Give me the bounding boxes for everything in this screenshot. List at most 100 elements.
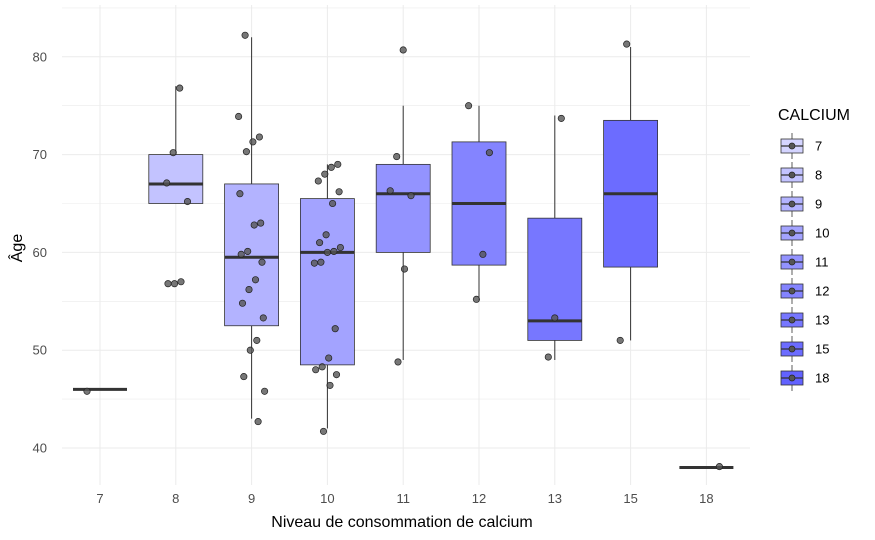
x-axis-title: Niveau de consommation de calcium: [271, 514, 532, 531]
legend-item-15: 15: [780, 336, 829, 362]
x-tick-label: 7: [96, 491, 103, 506]
box-12: [451, 105, 507, 302]
data-point: [322, 231, 330, 239]
legend-key-point: [788, 345, 796, 353]
data-point: [241, 31, 249, 39]
data-point: [237, 250, 245, 258]
box-rect: [148, 154, 204, 204]
data-point: [394, 358, 402, 366]
data-point: [314, 177, 322, 185]
legend-item-7: 7: [780, 133, 822, 159]
legend-items: 7 8 9 10 11 12 13 15 18: [780, 133, 829, 391]
data-point: [472, 295, 480, 303]
boxes: [73, 37, 734, 470]
data-point: [169, 149, 177, 157]
data-point: [335, 188, 343, 196]
data-point: [258, 258, 266, 266]
data-point: [259, 314, 267, 322]
data-point: [317, 258, 325, 266]
data-point: [321, 170, 329, 178]
data-point: [332, 371, 341, 379]
data-point: [326, 381, 334, 389]
box-9: [224, 37, 280, 419]
legend-label: 13: [815, 313, 829, 328]
data-point: [319, 427, 328, 435]
x-tick-label: 13: [548, 491, 562, 506]
data-point: [240, 373, 248, 381]
data-point: [400, 265, 409, 273]
data-point: [245, 286, 253, 294]
y-tick-label: 40: [33, 441, 47, 456]
legend-item-18: 18: [780, 365, 829, 391]
data-point: [249, 138, 257, 146]
x-tick-label: 10: [320, 491, 334, 506]
data-point: [250, 221, 258, 229]
data-point: [255, 133, 263, 141]
data-point: [616, 336, 624, 344]
data-point: [170, 280, 179, 288]
box-rect: [224, 183, 280, 327]
data-point: [176, 84, 184, 92]
y-tick-label: 70: [33, 147, 47, 162]
data-point: [544, 353, 552, 361]
data-point: [316, 239, 324, 247]
data-point: [329, 199, 337, 208]
legend-item-12: 12: [780, 278, 829, 304]
data-point: [479, 250, 487, 258]
data-point: [257, 219, 265, 227]
data-point: [183, 197, 192, 206]
legend-item-11: 11: [780, 249, 829, 275]
x-tick-label: 12: [472, 491, 486, 506]
legend-label: 11: [815, 255, 829, 270]
axes: 40 50 60 70 80 7 8 9 10 11 12 13 15 18: [33, 49, 714, 506]
legend-item-13: 13: [780, 307, 829, 333]
legend-key-point: [788, 142, 796, 150]
data-point: [164, 280, 172, 288]
data-point: [327, 163, 335, 171]
box-13: [527, 115, 583, 360]
data-point: [325, 354, 333, 362]
legend-label: 15: [815, 342, 829, 357]
data-point: [465, 102, 473, 110]
legend-key-point: [788, 287, 796, 295]
legend-title: CALCIUM: [778, 107, 850, 124]
x-tick-label: 18: [699, 491, 713, 506]
legend: CALCIUM 7 8 9 10 11 12 13 15 18: [778, 107, 850, 391]
data-point: [163, 179, 171, 187]
x-tick-label: 15: [623, 491, 637, 506]
legend-label: 12: [815, 284, 829, 299]
data-point: [312, 366, 320, 374]
data-point: [551, 314, 559, 322]
data-point: [318, 363, 326, 371]
legend-key-point: [788, 229, 796, 237]
data-point: [310, 259, 318, 267]
x-tick-label: 8: [172, 491, 179, 506]
y-axis-title: Âge: [7, 234, 26, 263]
data-point: [254, 418, 262, 426]
y-tick-label: 80: [33, 49, 47, 64]
legend-label: 9: [815, 197, 822, 212]
data-point: [177, 278, 185, 286]
x-tick-label: 9: [248, 491, 255, 506]
data-point: [715, 463, 723, 471]
data-point: [238, 299, 247, 307]
legend-key-point: [788, 374, 796, 382]
data-point: [623, 40, 631, 48]
data-point: [557, 114, 565, 122]
data-point: [330, 247, 338, 255]
data-point: [242, 148, 250, 156]
legend-label: 7: [815, 139, 822, 154]
legend-key-point: [788, 171, 796, 179]
data-point: [251, 276, 260, 284]
legend-key-point: [788, 316, 796, 324]
data-point: [253, 336, 261, 344]
x-tick-label: 11: [396, 491, 410, 506]
data-point: [393, 153, 401, 161]
box-8: [148, 86, 204, 204]
box-15: [603, 47, 658, 341]
box-rect: [375, 163, 431, 253]
data-point: [261, 387, 269, 395]
legend-key-point: [788, 200, 796, 208]
data-point: [334, 160, 342, 168]
